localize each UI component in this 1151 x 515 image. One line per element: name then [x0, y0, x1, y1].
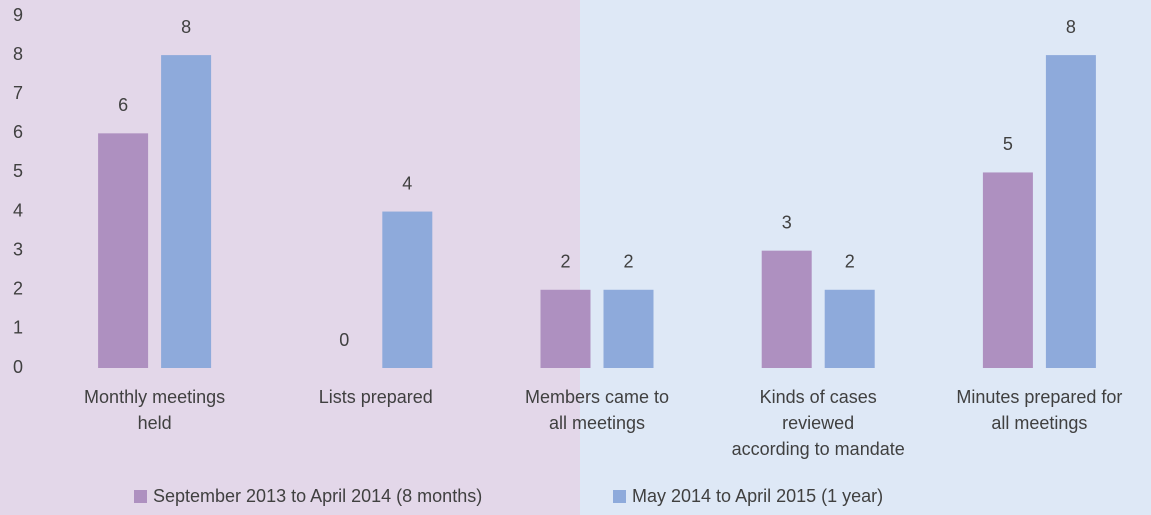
data-label: 0: [339, 330, 349, 350]
y-tick-label: 6: [13, 122, 23, 142]
data-label: 2: [845, 252, 855, 272]
background-left: [0, 0, 580, 515]
bar: [982, 172, 1033, 368]
x-tick-label: Monthly meetings held: [84, 387, 226, 433]
y-tick-label: 7: [13, 83, 23, 103]
data-label: 3: [782, 212, 792, 232]
data-label: 2: [560, 252, 570, 272]
y-tick-label: 0: [13, 357, 23, 377]
bar: [161, 55, 212, 368]
x-tick-label: Lists prepared: [318, 387, 433, 407]
x-tick-label: Members came to all meetings: [524, 387, 670, 433]
x-tick-label: Minutes prepared for all meetings: [956, 387, 1123, 433]
y-tick-label: 1: [13, 318, 23, 338]
legend-swatch: [134, 490, 147, 503]
data-label: 2: [623, 252, 633, 272]
y-tick-label: 3: [13, 239, 23, 259]
y-tick-label: 5: [13, 161, 23, 181]
data-label: 8: [181, 17, 191, 37]
bar: [540, 289, 591, 368]
data-label: 8: [1066, 17, 1076, 37]
y-tick-label: 2: [13, 279, 23, 299]
bar: [761, 250, 812, 368]
y-tick-label: 8: [13, 44, 23, 64]
data-label: 5: [1003, 134, 1013, 154]
bar: [98, 133, 149, 368]
data-label: 6: [118, 95, 128, 115]
data-label: 4: [402, 173, 412, 193]
bar: [603, 289, 654, 368]
bar: [382, 211, 433, 368]
legend-label: May 2014 to April 2015 (1 year): [632, 486, 883, 506]
legend-swatch: [613, 490, 626, 503]
bar: [824, 289, 875, 368]
legend-label: September 2013 to April 2014 (8 months): [153, 486, 482, 506]
y-tick-label: 4: [13, 200, 23, 220]
x-tick-label: Kinds of cases reviewed according to man…: [731, 387, 905, 459]
bar: [1045, 55, 1096, 368]
y-tick-label: 9: [13, 5, 23, 25]
